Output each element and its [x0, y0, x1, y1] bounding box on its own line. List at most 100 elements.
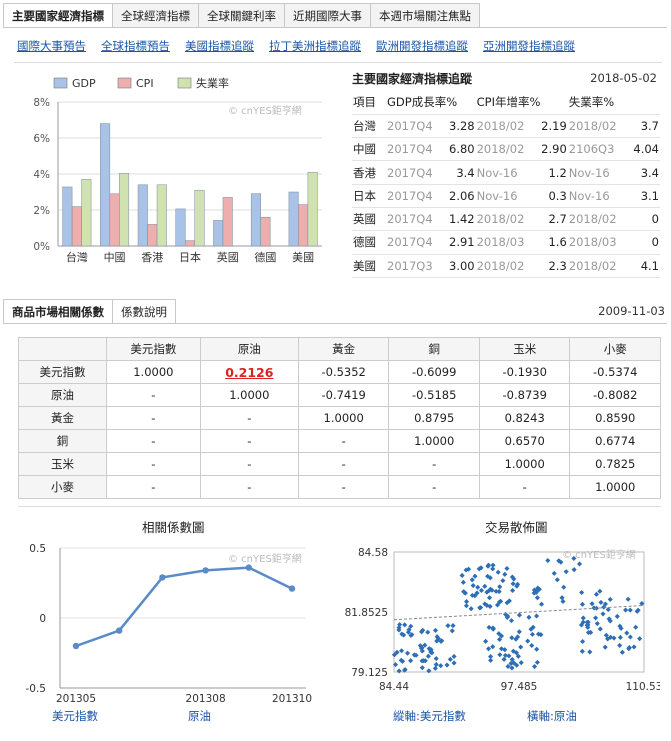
scatter-point [564, 569, 569, 574]
correlation-table: 美元指數 原油 黃金銅玉米 小麥 美元指數 1.0000 0.2126 -0.5352 -0.6… [18, 337, 661, 499]
scatter-point [545, 558, 550, 563]
tab-major-indicators[interactable]: 主要國家經濟指標 [3, 3, 113, 28]
line-point [246, 564, 252, 570]
header-unemployment: 失業率% [568, 91, 660, 114]
corr-cell: - [200, 453, 298, 476]
link-europe-tracking[interactable]: 歐洲開發指標追蹤 [376, 38, 468, 54]
scatter-point [490, 563, 495, 568]
line-footer-oil[interactable]: 原油 [188, 708, 211, 724]
link-asia-tracking[interactable]: 亞洲開發指標追蹤 [483, 38, 575, 54]
link-events-preview[interactable]: 國際大事預告 [17, 38, 86, 54]
bar-英國-GDP [213, 220, 223, 246]
x-tick-label: 英國 [217, 250, 239, 264]
corr-cell: - [200, 407, 298, 430]
scatter-point [490, 644, 495, 649]
scatter-point [450, 623, 455, 628]
scatter-point [464, 599, 469, 604]
legend-swatch [54, 78, 67, 88]
corr-column-header: 銅 [389, 338, 480, 361]
tracking-cell: 2018/03 [568, 231, 627, 254]
link-latam-tracking[interactable]: 拉丁美洲指標追蹤 [269, 38, 361, 54]
scatter-point [597, 589, 602, 594]
tracking-cell: 2.3 [535, 254, 568, 277]
legend-swatch [118, 78, 131, 88]
scatter-footer-x[interactable]: 橫軸:原油 [527, 708, 577, 724]
scatter-point [450, 628, 455, 633]
line-footer-usd[interactable]: 美元指數 [52, 708, 98, 724]
tracking-cell: 0.3 [535, 184, 568, 207]
scatter-point [579, 590, 584, 595]
scatter-point [500, 578, 505, 583]
bar-香港-CPI [148, 224, 158, 246]
line-point [116, 627, 122, 633]
tracking-cell: 2017Q4 [386, 207, 443, 230]
tracking-cell: 3.00 [443, 254, 476, 277]
corr-row-label: 美元指數 [19, 361, 107, 384]
x-tick-label: 香港 [141, 251, 163, 264]
tracking-cell: 2.91 [443, 231, 476, 254]
scatter-point [534, 647, 539, 652]
corr-cell: 0.6570 [479, 430, 570, 453]
tab-recent-events[interactable]: 近期國際大事 [285, 3, 371, 28]
corr-column-header: 美元指數 [107, 338, 201, 361]
scatter-point [525, 639, 530, 644]
tracking-header-row: 項目 GDP成長率% CPI年增率% 失業率% [352, 91, 660, 114]
scatter-point [600, 611, 605, 616]
scatter-point [496, 570, 501, 575]
corr-cell: - [107, 384, 201, 407]
scatter-point [426, 668, 431, 673]
trend-line [394, 605, 644, 619]
y-tick-label: 0 [39, 613, 46, 625]
tracking-cell: Nov-16 [476, 184, 535, 207]
scatter-point [497, 652, 502, 657]
link-us-tracking[interactable]: 美國指標追蹤 [185, 38, 254, 54]
sub-links: 國際大事預告 全球指標預告 美國指標追蹤 拉丁美洲指標追蹤 歐洲開發指標追蹤 亞… [17, 38, 575, 54]
corr-cell: - [298, 453, 389, 476]
commodity-tab-bar: 商品市場相關係數 係數說明 [3, 299, 176, 324]
scatter-point [603, 645, 608, 650]
x-tick-label: 97.485 [501, 681, 538, 693]
tracking-cell: 3.1 [627, 184, 660, 207]
trade-scatter-chart: 84.5881.852579.12584.44 97.485 110.53© cnY… [340, 538, 660, 706]
tracking-cell: 1.6 [535, 231, 568, 254]
tab-weekly-focus[interactable]: 本週市場關注焦點 [371, 3, 480, 28]
corr-divider [18, 506, 661, 507]
scatter-point [608, 597, 613, 602]
scatter-point [560, 599, 565, 604]
corr-cell: 1.0000 [200, 384, 298, 407]
corr-cell: 1.0000 [298, 407, 389, 430]
y-tick-label: 81.8525 [345, 607, 388, 619]
line-point [73, 643, 79, 649]
scatter-point [577, 561, 582, 566]
legend-label: 失業率 [196, 76, 229, 90]
tracking-cell: 2018/02 [476, 207, 535, 230]
scatter-point [434, 662, 439, 667]
tab-global-indicators[interactable]: 全球經濟指標 [113, 3, 199, 28]
highlight-value[interactable]: 0.2126 [225, 365, 273, 380]
scatter-point [617, 643, 622, 648]
tracking-cell: 2.7 [535, 207, 568, 230]
link-global-preview[interactable]: 全球指標預告 [101, 38, 170, 54]
tab-commodity-correlation[interactable]: 商品市場相關係數 [3, 299, 113, 324]
scatter-footer-y[interactable]: 縱軸:美元指數 [393, 708, 466, 724]
scatter-point [552, 571, 557, 576]
x-tick-label: 日本 [179, 250, 201, 264]
scatter-point [486, 646, 491, 651]
tracking-cell: 2018/02 [476, 114, 535, 137]
scatter-point [535, 595, 540, 600]
tab-coefficient-explanation[interactable]: 係數說明 [113, 299, 176, 324]
y-tick-label: 84.58 [358, 547, 388, 559]
scatter-point [626, 597, 631, 602]
scatter-point [399, 648, 404, 653]
scatter-point [461, 580, 466, 585]
tab-key-rates[interactable]: 全球關鍵利率 [199, 3, 285, 28]
scatter-point [561, 585, 566, 590]
scatter-point [615, 614, 620, 619]
tracking-row: 德國 2017Q4 2.91 2018/03 1.6 2018/03 0 [352, 231, 660, 254]
corr-cell: -0.5352 [298, 361, 389, 384]
tracking-row: 中國 2017Q4 6.80 2018/02 2.90 2106Q3 4.04 [352, 138, 660, 161]
bar-日本-GDP [176, 209, 186, 246]
scatter-point [518, 644, 523, 649]
scatter-point [460, 573, 465, 578]
x-tick-label: 台灣 [66, 250, 88, 264]
